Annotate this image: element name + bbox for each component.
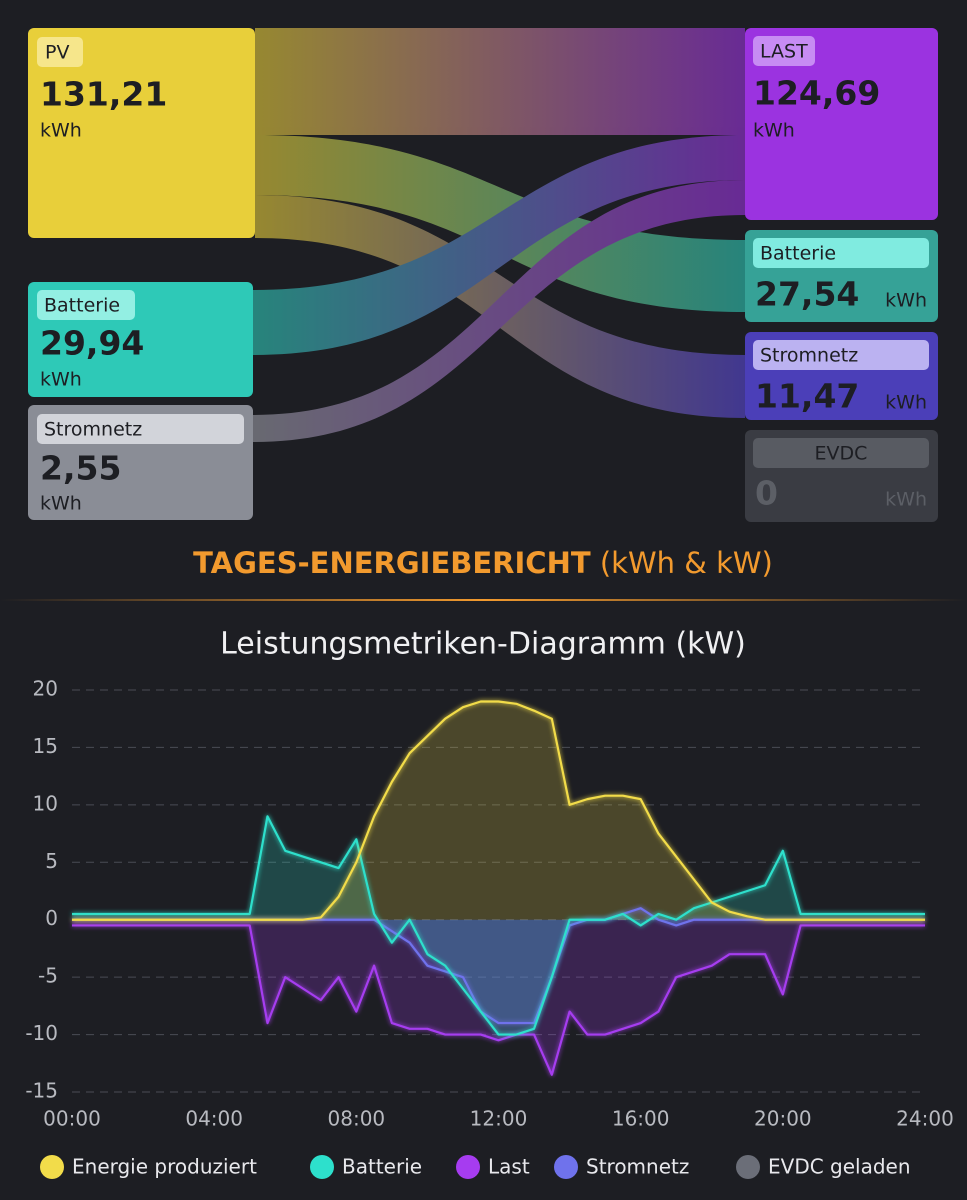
series-area bbox=[72, 701, 925, 920]
legend-label: Last bbox=[488, 1155, 530, 1179]
x-tick-label: 12:00 bbox=[470, 1107, 528, 1131]
node-chip bbox=[753, 36, 815, 66]
node-unit: kWh bbox=[885, 392, 927, 414]
node-chip bbox=[37, 37, 83, 67]
node-chip bbox=[753, 340, 929, 370]
series-line bbox=[72, 924, 925, 1076]
node-unit: kWh bbox=[40, 120, 82, 142]
x-tick-label: 16:00 bbox=[612, 1107, 670, 1131]
target-stromnetz: Stromnetz 11,47 kWh bbox=[745, 332, 938, 420]
node-value: 2,55 bbox=[40, 449, 121, 488]
target-evdc: EVDC 0 kWh bbox=[745, 430, 938, 522]
node-unit: kWh bbox=[885, 489, 927, 511]
node-value: 124,69 bbox=[753, 74, 880, 113]
node-box bbox=[28, 28, 255, 238]
target-batterie: Batterie 27,54 kWh bbox=[745, 230, 938, 322]
sankey-flows bbox=[253, 28, 745, 442]
node-chip bbox=[37, 414, 244, 444]
node-value: 0 bbox=[755, 474, 778, 513]
legend-swatch bbox=[456, 1155, 480, 1179]
report-heading: TAGES-ENERGIEBERICHT (kWh & kW) bbox=[193, 546, 773, 580]
y-tick-label: 10 bbox=[33, 791, 58, 815]
flow bbox=[253, 135, 745, 355]
legend-swatch bbox=[310, 1155, 334, 1179]
node-chip bbox=[37, 290, 135, 320]
x-tick-label: 00:00 bbox=[43, 1107, 101, 1131]
plot: -15 -10 -5 0 5 10 15 20 00:00 04:00 08:00 12:00 16:0… bbox=[25, 677, 953, 1131]
y-tick-label: 20 bbox=[33, 677, 58, 701]
node-value: 131,21 bbox=[40, 75, 167, 114]
legend-label: Energie produziert bbox=[72, 1155, 257, 1179]
y-tick-label: -15 bbox=[25, 1079, 58, 1103]
node-label: LAST bbox=[760, 41, 808, 63]
source-stromnetz: Stromnetz 2,55 kWh bbox=[28, 405, 253, 520]
node-value: 29,94 bbox=[40, 324, 144, 363]
y-tick-label: 15 bbox=[33, 734, 58, 758]
node-unit: kWh bbox=[753, 120, 795, 142]
node-label: Batterie bbox=[44, 295, 120, 317]
flow bbox=[253, 180, 745, 442]
report-title: TAGES-ENERGIEBERICHT bbox=[193, 546, 591, 580]
node-label: EVDC bbox=[815, 443, 868, 465]
source-pv: PV 131,21 kWh bbox=[28, 28, 255, 238]
target-last: LAST 124,69 kWh bbox=[745, 28, 938, 220]
y-tick-label: 5 bbox=[45, 849, 58, 873]
legend-label: Batterie bbox=[342, 1155, 422, 1179]
chart-title: Leistungsmetriken-Diagramm (kW) bbox=[220, 627, 746, 662]
node-value: 11,47 bbox=[755, 377, 859, 416]
legend: Energie produziert Batterie Last Stromnetz E… bbox=[40, 1155, 911, 1179]
divider bbox=[0, 599, 967, 601]
node-unit: kWh bbox=[40, 493, 82, 515]
node-label: Stromnetz bbox=[44, 419, 142, 441]
node-unit: kWh bbox=[40, 369, 82, 391]
series-area bbox=[72, 908, 925, 1024]
x-tick-label: 04:00 bbox=[185, 1107, 243, 1131]
y-tick-label: -10 bbox=[25, 1021, 58, 1045]
legend-swatch bbox=[40, 1155, 64, 1179]
node-value: 27,54 bbox=[755, 275, 859, 314]
x-tick-label: 24:00 bbox=[896, 1107, 954, 1131]
series-line bbox=[72, 700, 925, 921]
node-unit: kWh bbox=[885, 290, 927, 312]
x-tick-label: 20:00 bbox=[754, 1107, 812, 1131]
legend-swatch bbox=[736, 1155, 760, 1179]
node-box bbox=[745, 28, 938, 220]
node-chip bbox=[753, 238, 929, 268]
series-area bbox=[72, 919, 925, 1075]
series-area bbox=[72, 816, 925, 1035]
x-tick-label: 08:00 bbox=[328, 1107, 386, 1131]
node-label: Batterie bbox=[760, 243, 836, 265]
node-label: Stromnetz bbox=[760, 345, 858, 367]
legend-label: EVDC geladen bbox=[768, 1155, 911, 1179]
node-label: PV bbox=[45, 42, 69, 64]
legend-swatch bbox=[554, 1155, 578, 1179]
series-line bbox=[72, 815, 925, 1036]
y-tick-label: -5 bbox=[38, 964, 58, 988]
flow bbox=[255, 28, 745, 135]
report-subtitle: (kWh & kW) bbox=[600, 546, 773, 580]
node-chip bbox=[753, 438, 929, 468]
legend-label: Stromnetz bbox=[586, 1155, 689, 1179]
source-batterie: Batterie 29,94 kWh bbox=[28, 282, 253, 397]
y-tick-label: 0 bbox=[45, 906, 58, 930]
